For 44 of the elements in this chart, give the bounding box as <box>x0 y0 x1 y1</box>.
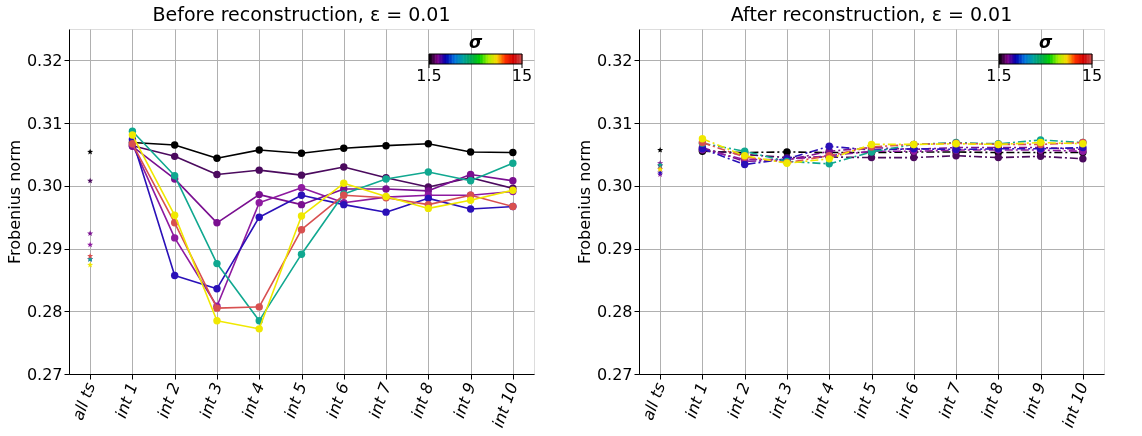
x-tick-label: int 7 <box>364 379 396 421</box>
y-tick-label: 0.30 <box>596 176 633 196</box>
color-bar-label: 1.5 <box>986 66 1012 85</box>
y-tick-label: 0.27 <box>26 364 63 384</box>
x-tick-label: int 7 <box>934 379 966 421</box>
x-tick-label: int 5 <box>850 380 881 421</box>
x-tick-label: all ts <box>638 380 670 423</box>
y-tick-label: 0.27 <box>596 364 633 384</box>
x-tick-label: int 10 <box>488 380 522 431</box>
y-tick-label: 0.32 <box>26 50 63 70</box>
x-tick-label: int 9 <box>449 380 480 421</box>
y-tick-label: 0.32 <box>596 50 633 70</box>
y-axis-title: Frobenius norm <box>574 139 594 265</box>
y-tick-label: 0.28 <box>596 301 633 321</box>
x-tick-label: int 10 <box>1058 380 1092 431</box>
chart-title: After reconstruction, ε = 0.01 <box>730 3 1013 25</box>
x-tick-label: int 6 <box>322 380 353 421</box>
x-tick-label: int 4 <box>807 380 839 421</box>
x-tick-label: int 1 <box>681 380 712 421</box>
color-bar-label: 15 <box>1081 66 1103 85</box>
color-bar-label: 1.5 <box>416 66 442 85</box>
color-bar-title: σ <box>1038 32 1053 52</box>
x-tick-label: int 2 <box>723 380 754 421</box>
x-tick-label: int 8 <box>407 380 438 421</box>
chart-title: Before reconstruction, ε = 0.01 <box>152 3 451 25</box>
x-tick-label: int 1 <box>111 380 142 421</box>
x-tick-label: int 3 <box>765 380 796 421</box>
y-axis-title: Frobenius norm <box>4 139 24 265</box>
x-tick-label: int 8 <box>977 380 1008 421</box>
y-tick-label: 0.29 <box>26 239 63 259</box>
y-tick-label: 0.28 <box>26 301 63 321</box>
x-tick-label: all ts <box>68 380 100 423</box>
x-tick-label: int 6 <box>892 380 923 421</box>
x-tick-label: int 3 <box>195 380 226 421</box>
color-bar-title: σ <box>468 32 483 52</box>
x-tick-label: int 9 <box>1019 380 1050 421</box>
y-tick-label: 0.30 <box>26 176 63 196</box>
x-tick-label: int 2 <box>153 380 184 421</box>
color-bar-label: 15 <box>511 66 533 85</box>
y-tick-label: 0.31 <box>26 113 63 133</box>
y-tick-label: 0.31 <box>596 113 633 133</box>
x-tick-label: int 5 <box>280 380 311 421</box>
x-tick-label: int 4 <box>237 380 269 421</box>
y-tick-label: 0.29 <box>596 239 633 259</box>
